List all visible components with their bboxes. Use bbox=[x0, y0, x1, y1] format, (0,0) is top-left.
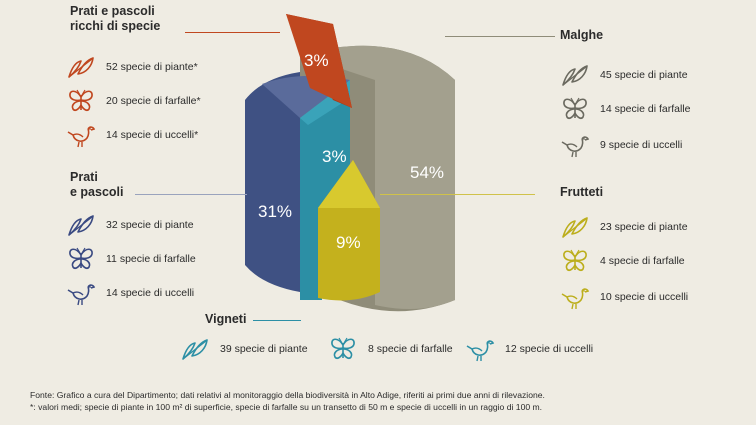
bird-icon bbox=[465, 336, 495, 362]
orchards-birds-text: 10 specie di uccelli bbox=[600, 291, 689, 303]
footer-source: Fonte: Grafico a cura del Dipartimento; … bbox=[30, 390, 545, 400]
bird-icon bbox=[560, 132, 590, 158]
leader-line-rich bbox=[185, 32, 280, 33]
slice-prati-ricchi bbox=[286, 14, 352, 108]
bird-icon bbox=[560, 284, 590, 310]
label-prati-ricchi: 3% bbox=[304, 51, 329, 70]
leader-line-alpine bbox=[445, 36, 555, 37]
leaf-icon bbox=[66, 212, 96, 238]
butterfly-icon bbox=[66, 246, 96, 272]
vineyards-plants-row: 39 specie di piante bbox=[180, 336, 308, 362]
alpine-plants-text: 45 specie di piante bbox=[600, 69, 688, 81]
leaf-icon bbox=[560, 214, 590, 240]
bird-icon bbox=[66, 122, 96, 148]
rich-butterflies-row: 20 specie di farfalle* bbox=[66, 88, 201, 114]
alpine-birds-row: 9 specie di uccelli bbox=[560, 132, 682, 158]
group-title-meadows: Prati e pascoli bbox=[70, 170, 124, 199]
rich-birds-text: 14 specie di uccelli* bbox=[106, 129, 199, 141]
slice-frutteti bbox=[318, 160, 380, 301]
leader-line-orchards bbox=[380, 194, 535, 195]
footer-note: *: valori medi; specie di piante in 100 … bbox=[30, 402, 543, 412]
label-malghe: 54% bbox=[410, 163, 444, 182]
orchards-birds-row: 10 specie di uccelli bbox=[560, 284, 688, 310]
vineyards-plants-text: 39 specie di piante bbox=[220, 343, 308, 355]
leader-line-meadows bbox=[135, 194, 247, 195]
butterfly-icon bbox=[560, 96, 590, 122]
meadows-butterflies-row: 11 specie di farfalle bbox=[66, 246, 196, 272]
butterfly-icon bbox=[328, 336, 358, 362]
alpine-plants-row: 45 specie di piante bbox=[560, 62, 688, 88]
alpine-birds-text: 9 specie di uccelli bbox=[600, 139, 683, 151]
bird-icon bbox=[66, 280, 96, 306]
meadows-birds-row: 14 specie di uccelli bbox=[66, 280, 194, 306]
vineyards-butterflies-text: 8 specie di farfalle bbox=[368, 343, 453, 355]
leader-line-vineyards bbox=[253, 320, 301, 321]
rich-plants-row: 52 specie di piante* bbox=[66, 54, 198, 80]
leaf-icon bbox=[66, 54, 96, 80]
butterfly-icon bbox=[560, 248, 590, 274]
alpine-butterflies-row: 14 specie di farfalle bbox=[560, 96, 690, 122]
leaf-icon bbox=[180, 336, 210, 362]
meadows-plants-row: 32 specie di piante bbox=[66, 212, 194, 238]
orchards-plants-text: 23 specie di piante bbox=[600, 221, 688, 233]
orchards-butterflies-row: 4 specie di farfalle bbox=[560, 248, 685, 274]
vineyards-birds-text: 12 specie di uccelli bbox=[505, 343, 594, 355]
label-frutteti: 9% bbox=[336, 233, 361, 252]
meadows-plants-text: 32 specie di piante bbox=[106, 219, 194, 231]
label-vigneti: 3% bbox=[322, 147, 347, 166]
group-title-vineyards: Vigneti bbox=[205, 312, 247, 326]
rich-birds-row: 14 specie di uccelli* bbox=[66, 122, 198, 148]
group-title-orchards: Frutteti bbox=[560, 185, 604, 199]
meadows-butterflies-text: 11 specie di farfalle bbox=[106, 253, 196, 265]
rich-butterflies-text: 20 specie di farfalle* bbox=[106, 95, 201, 107]
alpine-butterflies-text: 14 specie di farfalle bbox=[600, 103, 691, 115]
butterfly-icon bbox=[66, 88, 96, 114]
orchards-butterflies-text: 4 specie di farfalle bbox=[600, 255, 685, 267]
label-prati-pascoli: 31% bbox=[258, 202, 292, 221]
orchards-plants-row: 23 specie di piante bbox=[560, 214, 688, 240]
vineyards-butterflies-row: 8 specie di farfalle bbox=[328, 336, 453, 362]
vineyards-birds-row: 12 specie di uccelli bbox=[465, 336, 593, 362]
rich-plants-text: 52 specie di piante* bbox=[106, 61, 198, 73]
meadows-birds-text: 14 specie di uccelli bbox=[106, 287, 195, 299]
group-title-alpine: Malghe bbox=[560, 28, 604, 42]
leaf-icon bbox=[560, 62, 590, 88]
group-title-rich: Prati e pascoli ricchi di specie bbox=[70, 4, 161, 33]
